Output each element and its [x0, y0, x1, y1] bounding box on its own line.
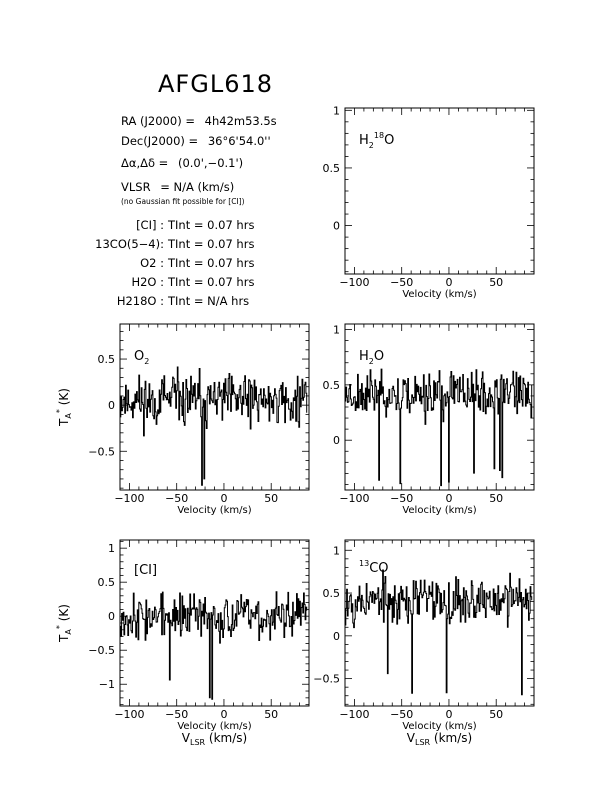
x-axis-label: Velocity (km/s) [402, 289, 476, 300]
dec-line: Dec(J2000) = 36°6'54.0'' [121, 134, 271, 148]
chart-ci: −100 −50 0 50 −1 −0.5 0 0.5 1 Velocity (km/s)VLSR… [55, 539, 310, 747]
y-tick-label: 0 [108, 610, 115, 623]
x-axis-label-secondary: VLSR (km/s) [407, 731, 472, 747]
offset-line: Δα,Δδ = (0.0',−0.1') [121, 156, 243, 170]
x-axis-label-secondary: VLSR (km/s) [182, 731, 247, 747]
species-label: H218O [359, 131, 394, 150]
x-tick-label: −100 [339, 492, 369, 505]
y-tick-label: 0.5 [323, 379, 341, 392]
ra-label: RA (J2000) = [121, 114, 195, 128]
int-value-ci: TInt = 0.07 hrs [168, 218, 255, 232]
species-label: H2O [359, 349, 384, 366]
x-tick-label: 0 [445, 276, 452, 289]
int-value-h218o: TInt = N/A hrs [168, 294, 250, 308]
dec-label: Dec(J2000) = [121, 134, 199, 148]
y-tick-label: 0 [333, 434, 340, 447]
y-tick-label: 0.5 [323, 587, 341, 600]
x-tick-label: −50 [165, 492, 188, 505]
y-tick-label: 0.5 [323, 162, 341, 175]
page-title: AFGL618 [158, 70, 273, 98]
x-tick-label: 0 [445, 708, 452, 721]
vlsr-line: VLSR = N/A (km/s) [121, 180, 234, 194]
y-tick-label: −0.5 [313, 673, 340, 686]
species-label: 13CO [359, 559, 389, 576]
x-tick-label: −50 [390, 708, 413, 721]
x-tick-label: 50 [489, 492, 503, 505]
offset-label: Δα,Δδ = [121, 156, 169, 170]
fit-note: (no Gaussian fit possible for [CI]) [121, 197, 245, 206]
ra-value: 4h42m53.5s [204, 114, 277, 128]
x-tick-label: 0 [220, 492, 227, 505]
spectrum-co [345, 569, 533, 696]
y-tick-label: 0 [108, 399, 115, 412]
x-tick-label: 0 [220, 708, 227, 721]
x-tick-label: −50 [165, 708, 188, 721]
chart-co: −100 −50 0 50 −0.5 0 0.5 1 Velocity (km/s)VLSR (… [313, 539, 535, 747]
spectrum-h2o [345, 368, 533, 487]
x-tick-label: 0 [445, 492, 452, 505]
x-tick-label: 50 [264, 492, 278, 505]
y-axis-label: TA* (K) [55, 604, 73, 643]
int-line-13co: 13CO(5−4): [95, 237, 164, 251]
int-value-h2o: TInt = 0.07 hrs [168, 275, 255, 289]
y-axis-label: TA* (K) [55, 388, 73, 427]
vlsr-value: = N/A (km/s) [160, 180, 235, 194]
y-tick-label: −0.5 [88, 445, 115, 458]
int-line-h218o: H218O : [116, 294, 164, 308]
y-tick-label: 1 [333, 104, 340, 117]
x-axis-label: Velocity (km/s) [177, 721, 251, 732]
ra-line: RA (J2000) = 4h42m53.5s [121, 114, 277, 128]
y-tick-label: 0.5 [98, 576, 116, 589]
dec-value: 36°6'54.0'' [207, 134, 271, 148]
x-axis-label: Velocity (km/s) [402, 505, 476, 516]
x-tick-label: 50 [264, 708, 278, 721]
int-value-13co: TInt = 0.07 hrs [168, 237, 255, 251]
int-value-o2: TInt = 0.07 hrs [168, 256, 255, 270]
spectrum-o2 [120, 366, 308, 486]
x-tick-label: −100 [114, 708, 144, 721]
x-tick-label: −50 [390, 492, 413, 505]
x-tick-label: 50 [489, 708, 503, 721]
x-tick-label: −100 [339, 276, 369, 289]
y-tick-label: −0.5 [88, 644, 115, 657]
y-tick-label: 0 [333, 630, 340, 643]
vlsr-label: VLSR [121, 180, 151, 194]
y-tick-label: −1 [99, 678, 115, 691]
int-line-h2o: H2O : [131, 275, 164, 289]
int-line-ci: [CI] : [136, 218, 164, 232]
y-tick-label: 1 [333, 544, 340, 557]
chart-h2o: −100 −50 0 50 0 0.5 1 Velocity (km/s) H2O [323, 323, 535, 516]
x-axis-label: Velocity (km/s) [177, 505, 251, 516]
y-tick-label: 1 [333, 324, 340, 337]
spectrum-ci [120, 591, 308, 700]
chart-h218o: −100 −50 0 50 0 0.5 1 Velocity (km/s) H218O [323, 104, 535, 300]
x-tick-label: −50 [390, 276, 413, 289]
y-tick-label: 1 [108, 542, 115, 555]
x-tick-label: 50 [489, 276, 503, 289]
y-tick-label: 0 [333, 220, 340, 233]
x-tick-label: −100 [114, 492, 144, 505]
chart-o2: −100 −50 0 50 −0.5 0 0.5 Velocity (km/s) TA* (K)… [55, 323, 310, 516]
species-label: [CI] [134, 563, 157, 578]
x-tick-label: −100 [339, 708, 369, 721]
y-tick-label: 0.5 [98, 353, 116, 366]
species-label: O2 [134, 349, 149, 366]
x-axis-label: Velocity (km/s) [402, 721, 476, 732]
offset-value: (0.0',−0.1') [177, 156, 244, 170]
int-line-o2: O2 : [140, 256, 164, 270]
